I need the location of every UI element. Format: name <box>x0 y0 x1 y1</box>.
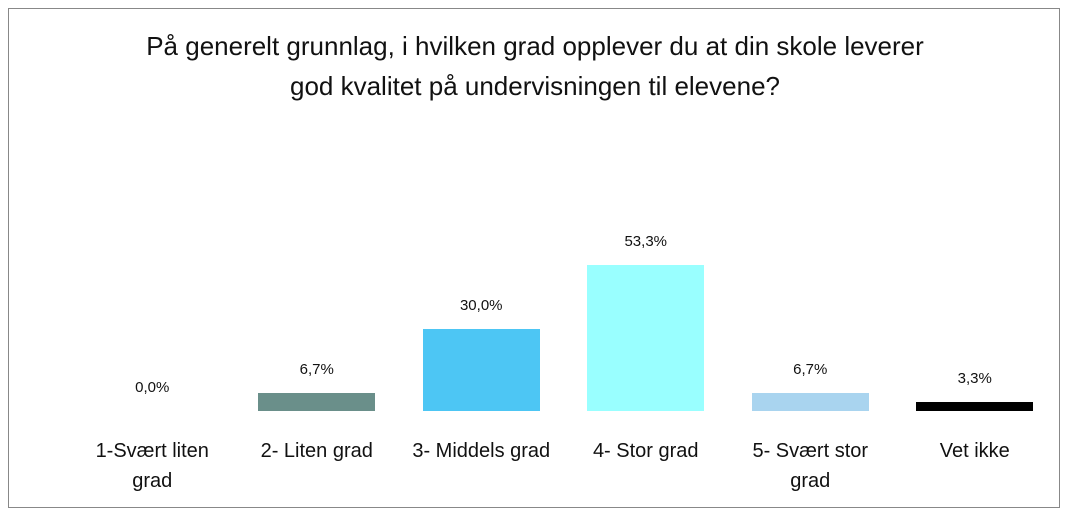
x-tick-label: 1-Svært liten grad <box>95 440 209 492</box>
data-label: 53,3% <box>624 233 668 250</box>
data-label: 30,0% <box>459 296 503 314</box>
data-label: 6,7% <box>299 360 334 378</box>
x-tick-label: 3- Middels grad <box>412 440 551 462</box>
x-tick-label: 2- Liten grad <box>260 440 373 462</box>
bar <box>258 392 376 411</box>
x-tick-label: 5- Svært stor grad <box>752 440 869 492</box>
bar <box>751 392 869 411</box>
bar <box>587 265 705 411</box>
bar <box>422 328 540 411</box>
x-tick-label: 4- Stor grad <box>592 440 699 462</box>
chart-title: På generelt grunnlag, i hvilken grad opp… <box>146 31 924 101</box>
data-label: 3,3% <box>957 369 992 387</box>
data-label: 6,7% <box>793 360 828 378</box>
data-label: 0,0% <box>135 379 170 396</box>
bar <box>916 401 1034 411</box>
x-tick-label: Vet ikke <box>939 440 1010 462</box>
